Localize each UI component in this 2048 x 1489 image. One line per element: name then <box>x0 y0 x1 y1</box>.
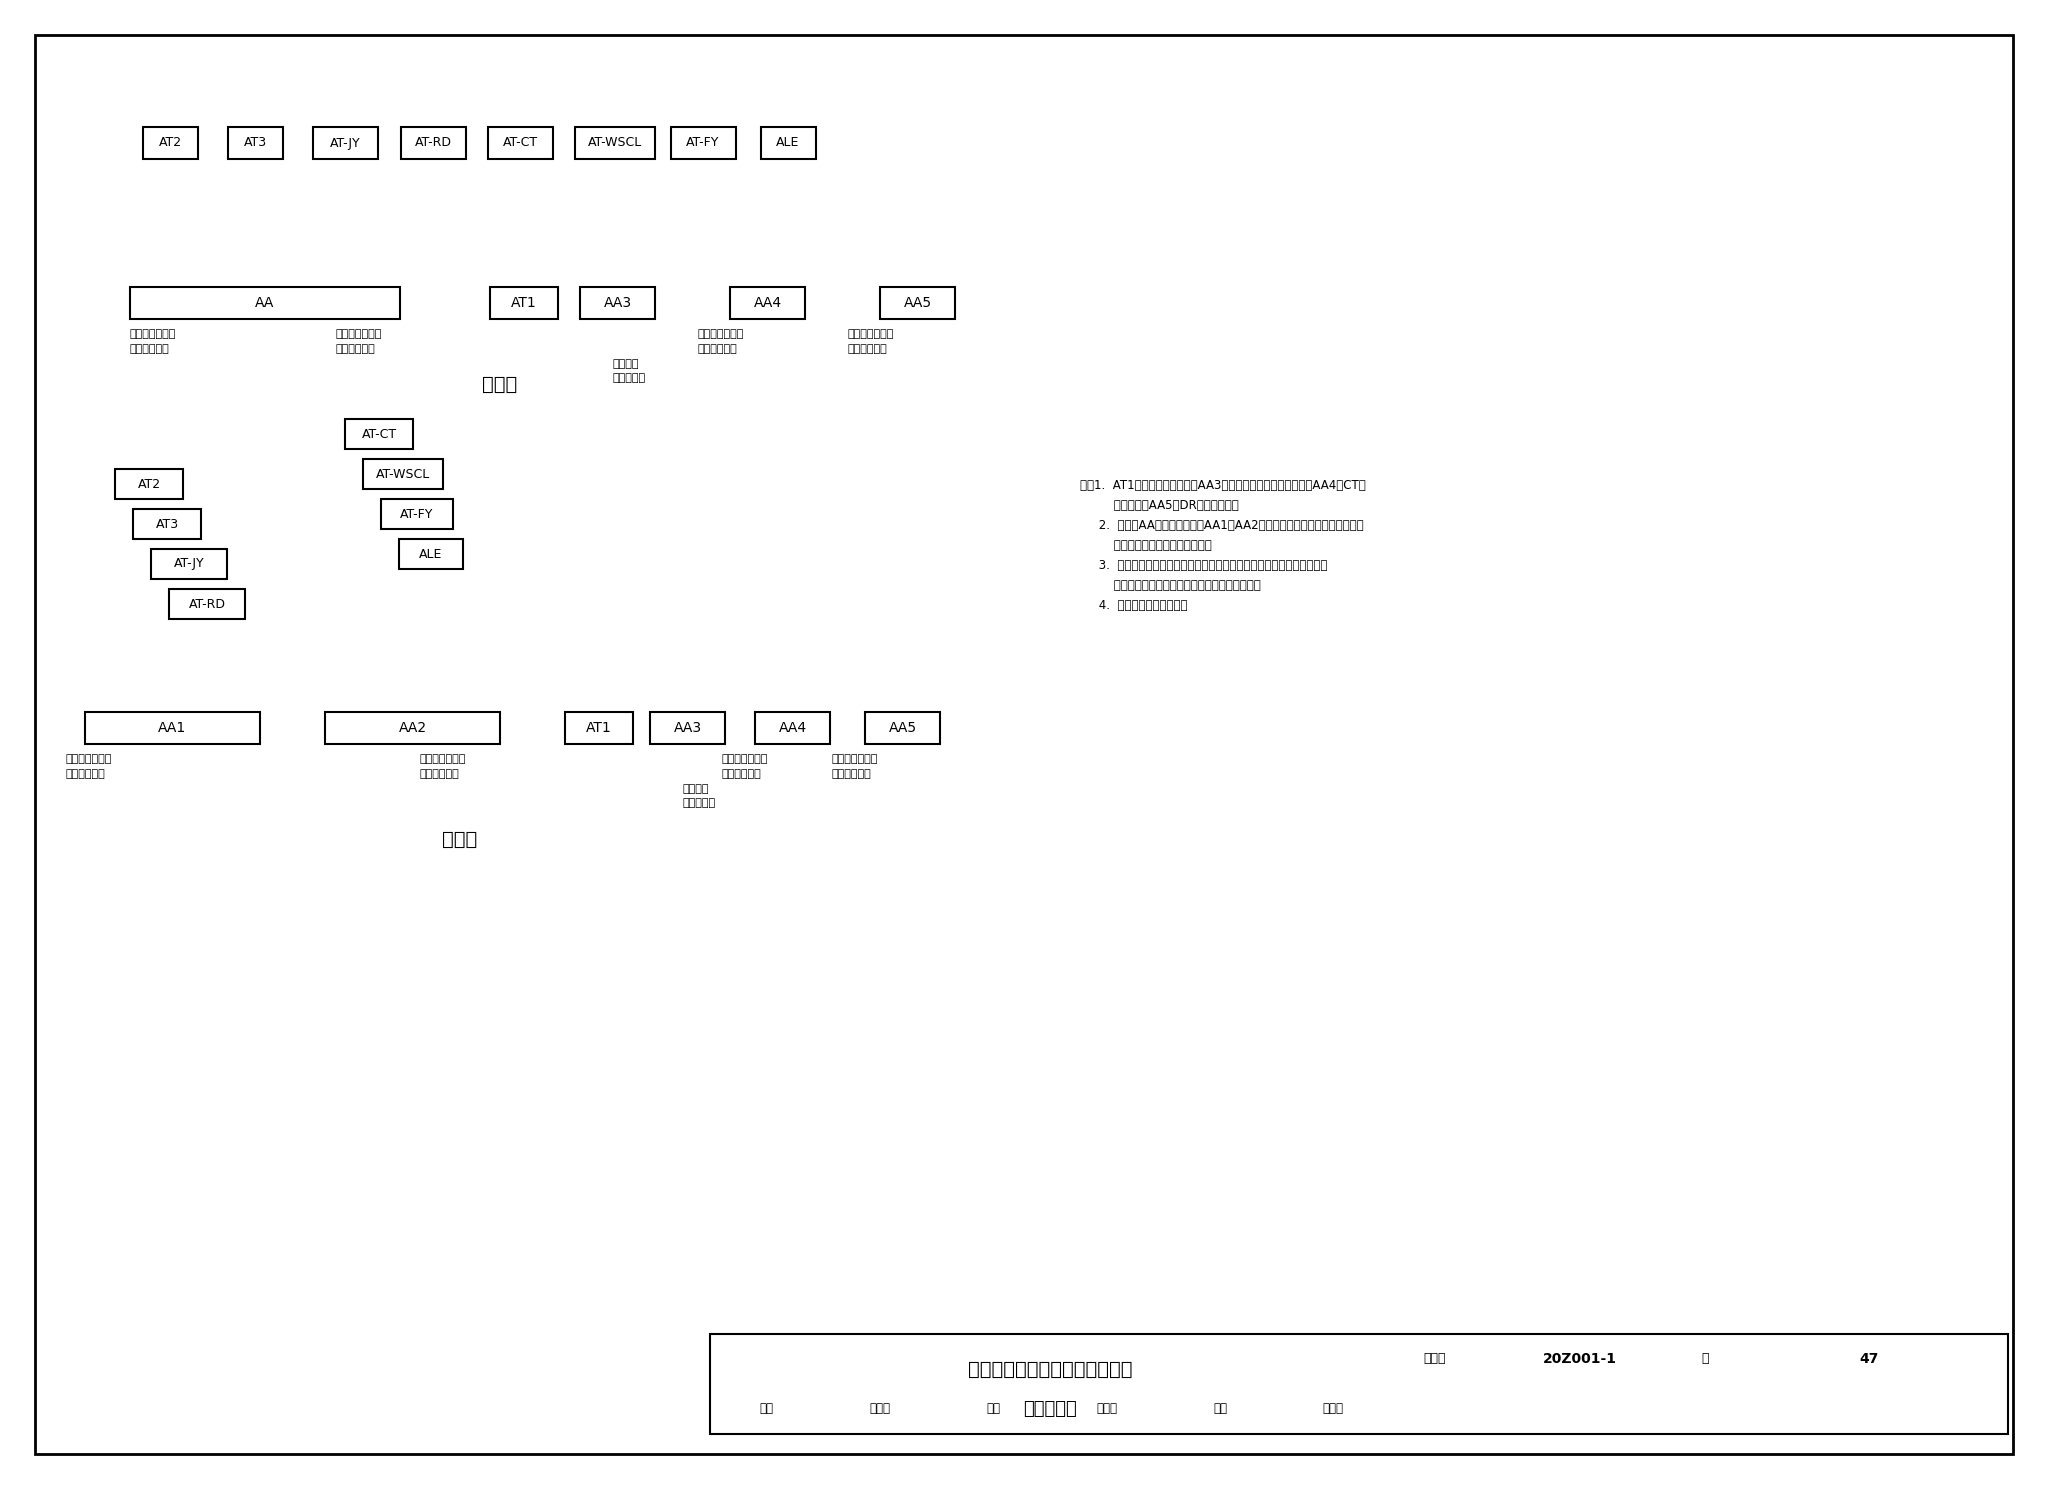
Bar <box>756 712 829 744</box>
Text: 电源引自变电所: 电源引自变电所 <box>336 329 381 339</box>
Text: AA5: AA5 <box>889 721 918 736</box>
Text: AA1: AA1 <box>158 721 186 736</box>
Text: AT1: AT1 <box>512 296 537 310</box>
Text: AT-CT: AT-CT <box>360 427 397 441</box>
Text: 设计: 设计 <box>1212 1403 1227 1416</box>
Bar <box>399 539 463 569</box>
Text: AT-JY: AT-JY <box>174 557 205 570</box>
Text: 电源引自变电所: 电源引自变电所 <box>66 753 111 764</box>
Text: AT2: AT2 <box>137 478 160 490</box>
Text: 柴油发电机: 柴油发电机 <box>612 374 645 383</box>
Text: AT3: AT3 <box>244 137 266 149</box>
Text: 李明东: 李明东 <box>1323 1403 1343 1416</box>
Text: 方案二: 方案二 <box>442 829 477 849</box>
Text: 不同低压母线: 不同低压母线 <box>696 344 737 354</box>
Text: 页: 页 <box>1702 1352 1708 1365</box>
Text: AT-WSCL: AT-WSCL <box>377 468 430 481</box>
Text: AT-FY: AT-FY <box>686 137 719 149</box>
Text: 注：1.  AT1为空调系统配电柜；AA3为柴油发电机组进线配电柜；AA4为CT设: 注：1. AT1为空调系统配电柜；AA3为柴油发电机组进线配电柜；AA4为CT设 <box>1079 479 1366 491</box>
Text: ALE: ALE <box>420 548 442 560</box>
Text: AT-RD: AT-RD <box>414 137 451 149</box>
Text: AA2: AA2 <box>399 721 426 736</box>
Text: 方案一: 方案一 <box>483 375 518 393</box>
Text: 不同低压母线: 不同低压母线 <box>848 344 887 354</box>
Bar <box>575 127 655 159</box>
Bar <box>864 712 940 744</box>
Text: AT-FY: AT-FY <box>399 508 434 521</box>
Bar <box>489 287 557 319</box>
Bar <box>170 590 246 619</box>
Bar <box>381 499 453 529</box>
Text: 3.  方案一采用进线处做双路电源互投的供电方式；方案二采用双路电源: 3. 方案一采用进线处做双路电源互投的供电方式；方案二采用双路电源 <box>1079 558 1327 572</box>
Text: 审核: 审核 <box>760 1403 774 1416</box>
Text: 电源引自变电所: 电源引自变电所 <box>420 753 467 764</box>
Text: 20Z001-1: 20Z001-1 <box>1542 1352 1618 1365</box>
Text: 箱式留观病区医患走道合设示例: 箱式留观病区医患走道合设示例 <box>969 1359 1133 1379</box>
Text: 电源引自变电所: 电源引自变电所 <box>723 753 768 764</box>
Text: AA: AA <box>256 296 274 310</box>
Bar <box>143 127 197 159</box>
Text: 干线系统图: 干线系统图 <box>1024 1400 1077 1418</box>
Text: 电源引自: 电源引自 <box>682 785 709 794</box>
Text: 系统、应急照明等设备配电柜。: 系统、应急照明等设备配电柜。 <box>1079 539 1212 552</box>
Bar <box>670 127 735 159</box>
Text: AT-JY: AT-JY <box>330 137 360 149</box>
Text: 不同低压母线: 不同低压母线 <box>831 768 872 779</box>
Bar <box>313 127 377 159</box>
Text: 4.  示例按照方案一绘制。: 4. 示例按照方案一绘制。 <box>1079 599 1188 612</box>
Text: AA5: AA5 <box>903 296 932 310</box>
Bar <box>326 712 500 744</box>
Bar <box>729 287 805 319</box>
Text: AA4: AA4 <box>778 721 807 736</box>
Text: 王东林: 王东林 <box>870 1403 891 1416</box>
Text: 贾　兰: 贾 兰 <box>1096 1403 1116 1416</box>
Bar <box>227 127 283 159</box>
Text: ALE: ALE <box>776 137 799 149</box>
Text: AT1: AT1 <box>586 721 612 736</box>
Text: AT3: AT3 <box>156 518 178 530</box>
Bar <box>401 127 465 159</box>
Bar <box>362 459 442 488</box>
Text: 电源引自变电所: 电源引自变电所 <box>129 329 176 339</box>
Bar <box>86 712 260 744</box>
Bar <box>760 127 815 159</box>
Text: 图集号: 图集号 <box>1423 1352 1446 1365</box>
Bar <box>344 418 414 450</box>
Text: 分别进线，各设备配电箱末端互投的供电方式。: 分别进线，各设备配电箱末端互投的供电方式。 <box>1079 579 1262 593</box>
Bar <box>152 549 227 579</box>
Text: 柴油发电机: 柴油发电机 <box>682 798 715 809</box>
Text: AA4: AA4 <box>754 296 782 310</box>
Text: AT2: AT2 <box>158 137 182 149</box>
Bar <box>565 712 633 744</box>
Text: AT-WSCL: AT-WSCL <box>588 137 643 149</box>
Text: AT-CT: AT-CT <box>502 137 537 149</box>
Bar <box>649 712 725 744</box>
Text: AA3: AA3 <box>604 296 631 310</box>
Text: 备配电柜；AA5为DR设备配电柜。: 备配电柜；AA5为DR设备配电柜。 <box>1079 499 1239 512</box>
Bar <box>129 287 399 319</box>
Bar <box>115 469 182 499</box>
Bar <box>881 287 954 319</box>
Text: 电源引自变电所: 电源引自变电所 <box>831 753 879 764</box>
Text: 47: 47 <box>1860 1352 1878 1365</box>
Text: 不同低压母线: 不同低压母线 <box>336 344 375 354</box>
Text: 2.  方案一AA配电柜、方案二AA1及AA2配电柜为照明、污水处理、智能化: 2. 方案一AA配电柜、方案二AA1及AA2配电柜为照明、污水处理、智能化 <box>1079 520 1364 532</box>
Text: 不同低压母线: 不同低压母线 <box>66 768 104 779</box>
Text: 电源引自: 电源引自 <box>612 359 639 369</box>
Bar <box>711 1334 2007 1434</box>
Text: 电源引自变电所: 电源引自变电所 <box>848 329 893 339</box>
Text: 不同低压母线: 不同低压母线 <box>723 768 762 779</box>
Bar <box>580 287 655 319</box>
Text: AT-RD: AT-RD <box>188 597 225 610</box>
Bar <box>133 509 201 539</box>
Text: 不同低压母线: 不同低压母线 <box>129 344 170 354</box>
Text: 校对: 校对 <box>987 1403 999 1416</box>
Text: AA3: AA3 <box>674 721 702 736</box>
Bar <box>487 127 553 159</box>
Text: 不同低压母线: 不同低压母线 <box>420 768 459 779</box>
Text: 电源引自变电所: 电源引自变电所 <box>696 329 743 339</box>
